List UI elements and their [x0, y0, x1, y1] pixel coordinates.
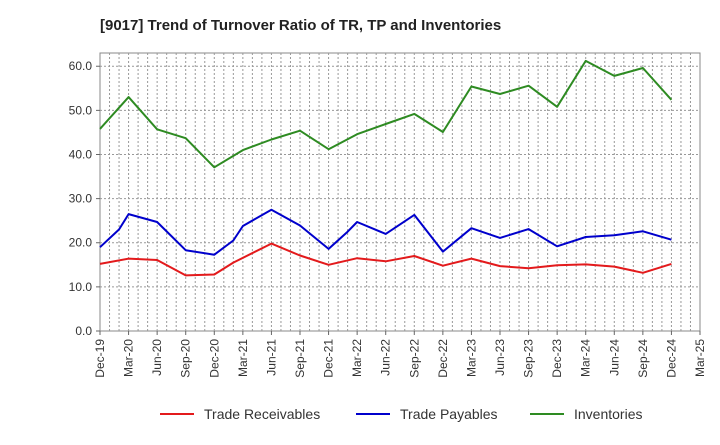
- y-tick-label: 40.0: [69, 147, 93, 161]
- x-tick-label: Mar-21: [236, 339, 250, 377]
- y-tick-label: 10.0: [69, 280, 93, 294]
- x-tick-label: Jun-20: [150, 339, 164, 376]
- inventories-line: [99, 59, 673, 169]
- x-tick-label: Jun-22: [379, 339, 393, 376]
- x-tick-label: Dec-19: [93, 339, 107, 378]
- inventories-legend-label: Inventories: [574, 406, 642, 422]
- x-axis: Dec-19 Mar-20 Jun-20 Sep-20 Dec-20 Mar-21 Jun-…: [93, 331, 707, 378]
- plot-area: [99, 52, 701, 332]
- series-lines: [99, 59, 673, 277]
- x-tick-label: Sep-23: [522, 339, 536, 378]
- x-tick-label: Dec-20: [207, 339, 221, 378]
- grid: [100, 53, 700, 331]
- x-tick-label: Sep-20: [179, 339, 193, 378]
- x-tick-label: Sep-21: [293, 339, 307, 378]
- x-tick-label: Mar-23: [464, 339, 478, 377]
- x-tick-label: Mar-20: [122, 339, 136, 377]
- y-axis: 0.0 10.0 20.0 30.0 40.0 50.0 60.0: [69, 59, 100, 338]
- y-tick-label: 20.0: [69, 236, 93, 250]
- trade-payables-line: [99, 208, 672, 256]
- y-tick-label: 50.0: [69, 103, 93, 117]
- x-tick-label: Dec-24: [664, 339, 678, 378]
- chart-title: [9017] Trend of Turnover Ratio of TR, TP…: [100, 17, 501, 34]
- x-tick-label: Mar-22: [350, 339, 364, 377]
- x-tick-label: Sep-24: [636, 339, 650, 378]
- legend: Trade Receivables Trade Payables Inventori…: [160, 406, 642, 422]
- y-tick-label: 30.0: [69, 192, 93, 206]
- x-tick-label: Mar-24: [579, 339, 593, 377]
- y-tick-label: 0.0: [75, 324, 92, 338]
- trade-receivables-legend-label: Trade Receivables: [204, 406, 320, 422]
- x-tick-label: Sep-22: [407, 339, 421, 378]
- y-tick-label: 60.0: [69, 59, 93, 73]
- x-tick-label: Jun-23: [493, 339, 507, 376]
- trade-payables-legend-label: Trade Payables: [400, 406, 498, 422]
- x-tick-label: Jun-21: [264, 339, 278, 376]
- x-tick-label: Dec-23: [550, 339, 564, 378]
- x-tick-label: Dec-22: [436, 339, 450, 378]
- x-tick-label: Dec-21: [322, 339, 336, 378]
- trade-receivables-line: [99, 242, 672, 277]
- x-tick-label: Jun-24: [607, 339, 621, 376]
- x-tick-label: Mar-25: [693, 339, 707, 377]
